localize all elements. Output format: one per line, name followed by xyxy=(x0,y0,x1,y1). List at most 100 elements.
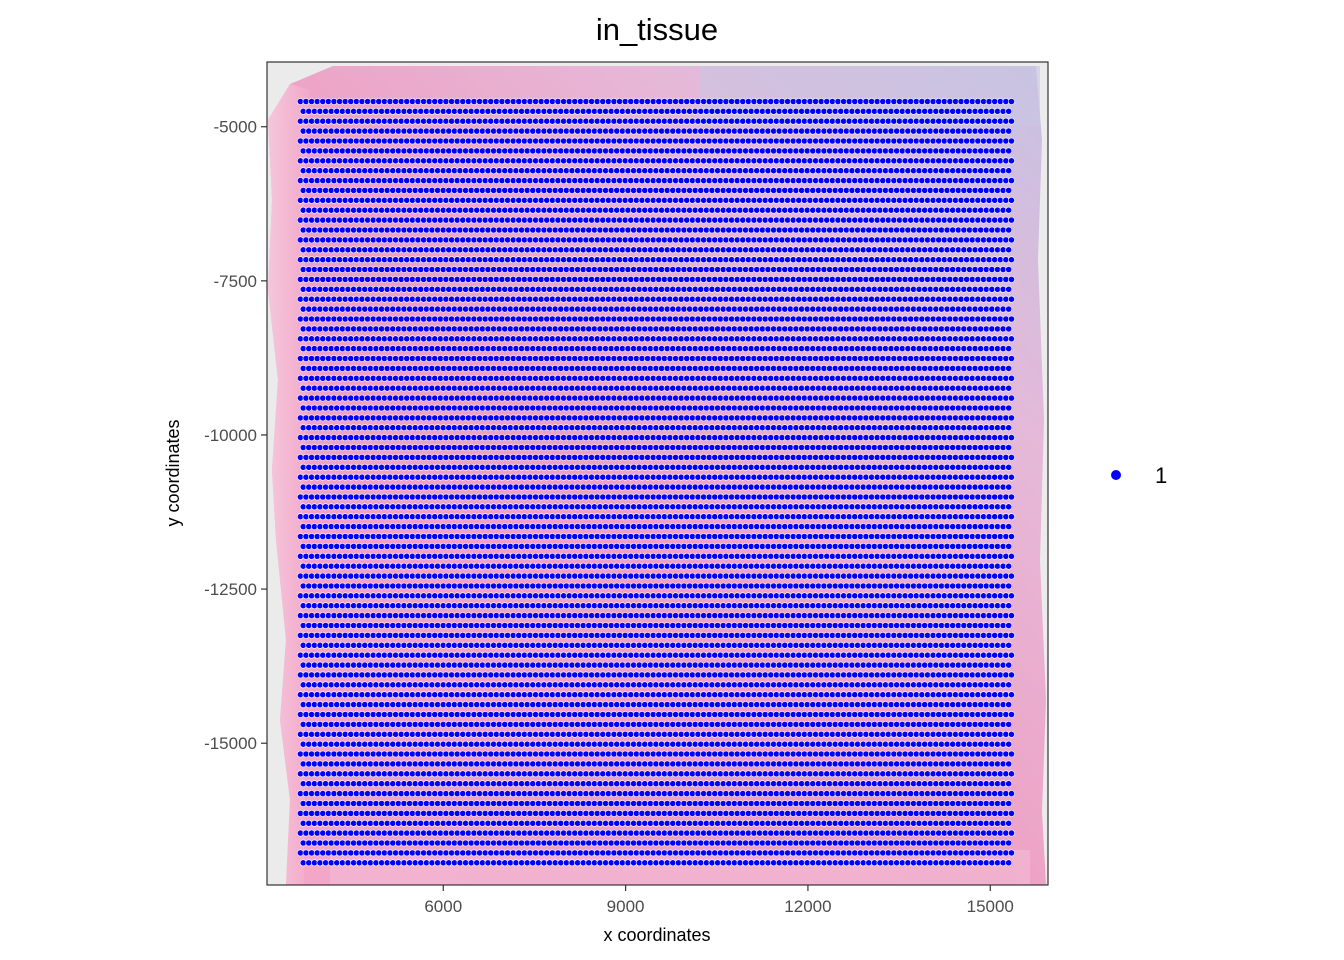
spot-point xyxy=(717,256,724,264)
spot-point xyxy=(322,246,329,254)
spot-point xyxy=(731,325,738,333)
spot-point xyxy=(319,394,327,402)
spot-point xyxy=(596,345,604,352)
spot-point xyxy=(691,167,699,175)
spot-point xyxy=(991,117,999,125)
spot-point xyxy=(731,206,738,214)
spot-point xyxy=(397,177,405,184)
spot-point xyxy=(616,98,623,105)
spot-point xyxy=(831,266,839,273)
spot-point xyxy=(655,295,663,303)
spot-point xyxy=(638,473,646,481)
spot-point xyxy=(943,107,951,115)
spot-point xyxy=(450,246,458,254)
spot-point xyxy=(537,117,545,125)
spot-point xyxy=(644,335,651,343)
spot-point xyxy=(316,206,324,214)
spot-point xyxy=(750,355,758,362)
spot-point xyxy=(453,414,461,422)
spot-point xyxy=(431,157,439,165)
spot-point xyxy=(327,325,335,333)
spot-point xyxy=(577,256,584,264)
spot-point xyxy=(627,355,635,362)
spot-point xyxy=(403,453,411,461)
spot-point xyxy=(980,98,987,105)
spot-point xyxy=(599,98,607,105)
spot-point xyxy=(532,394,539,402)
spot-point xyxy=(845,196,853,204)
spot-point xyxy=(633,157,640,165)
spot-point xyxy=(691,424,699,432)
spot-point xyxy=(296,275,304,283)
spot-point xyxy=(672,355,679,362)
spot-point xyxy=(658,305,665,313)
spot-point xyxy=(366,147,374,155)
spot-point xyxy=(375,98,383,105)
spot-point xyxy=(859,345,867,352)
spot-point xyxy=(515,137,523,145)
spot-point xyxy=(350,107,357,115)
spot-point xyxy=(296,453,304,461)
spot-point xyxy=(767,434,775,441)
spot-point xyxy=(971,424,979,432)
spot-point xyxy=(722,414,730,422)
spot-point xyxy=(445,384,453,392)
spot-point xyxy=(593,473,601,481)
spot-point xyxy=(498,473,506,481)
spot-point xyxy=(383,444,391,451)
spot-point xyxy=(557,186,565,194)
spot-point xyxy=(470,434,478,441)
spot-point xyxy=(745,157,752,165)
spot-point xyxy=(319,315,327,323)
spot-point xyxy=(588,157,595,165)
spot-point xyxy=(882,404,889,412)
spot-point xyxy=(817,414,825,422)
spot-point xyxy=(462,404,469,412)
spot-point xyxy=(882,364,889,372)
spot-point xyxy=(809,384,817,392)
spot-point xyxy=(540,266,548,273)
spot-point xyxy=(428,167,436,175)
spot-point xyxy=(366,384,374,392)
spot-point xyxy=(714,147,721,155)
spot-point xyxy=(613,147,621,155)
spot-point xyxy=(591,266,598,273)
spot-point xyxy=(893,107,901,115)
spot-point xyxy=(521,137,528,145)
spot-point xyxy=(341,335,349,343)
spot-point xyxy=(982,305,990,313)
spot-point xyxy=(1002,177,1010,184)
spot-point xyxy=(352,117,360,125)
spot-point xyxy=(448,117,455,125)
spot-point xyxy=(714,127,721,135)
spot-point xyxy=(918,137,926,145)
spot-point xyxy=(884,137,892,145)
spot-point xyxy=(750,236,758,244)
spot-point xyxy=(324,98,332,105)
spot-point xyxy=(644,216,651,224)
spot-point xyxy=(638,216,646,224)
spot-point xyxy=(694,355,702,362)
spot-point xyxy=(859,107,867,115)
spot-point xyxy=(759,384,766,392)
spot-point xyxy=(549,295,556,303)
spot-point xyxy=(439,325,447,333)
spot-point xyxy=(977,285,985,293)
spot-point xyxy=(750,275,758,283)
spot-point xyxy=(912,117,920,125)
spot-point xyxy=(845,355,853,362)
spot-point xyxy=(722,117,730,125)
spot-point xyxy=(498,434,506,441)
spot-point xyxy=(778,355,786,362)
spot-point xyxy=(515,374,523,382)
spot-point xyxy=(296,236,304,244)
spot-point xyxy=(722,275,730,283)
spot-point xyxy=(705,275,713,283)
spot-point xyxy=(784,414,791,422)
spot-point xyxy=(868,315,875,323)
spot-point xyxy=(350,186,357,194)
spot-point xyxy=(907,236,915,244)
spot-point xyxy=(868,434,875,441)
spot-point xyxy=(764,364,772,372)
spot-point xyxy=(302,157,310,165)
